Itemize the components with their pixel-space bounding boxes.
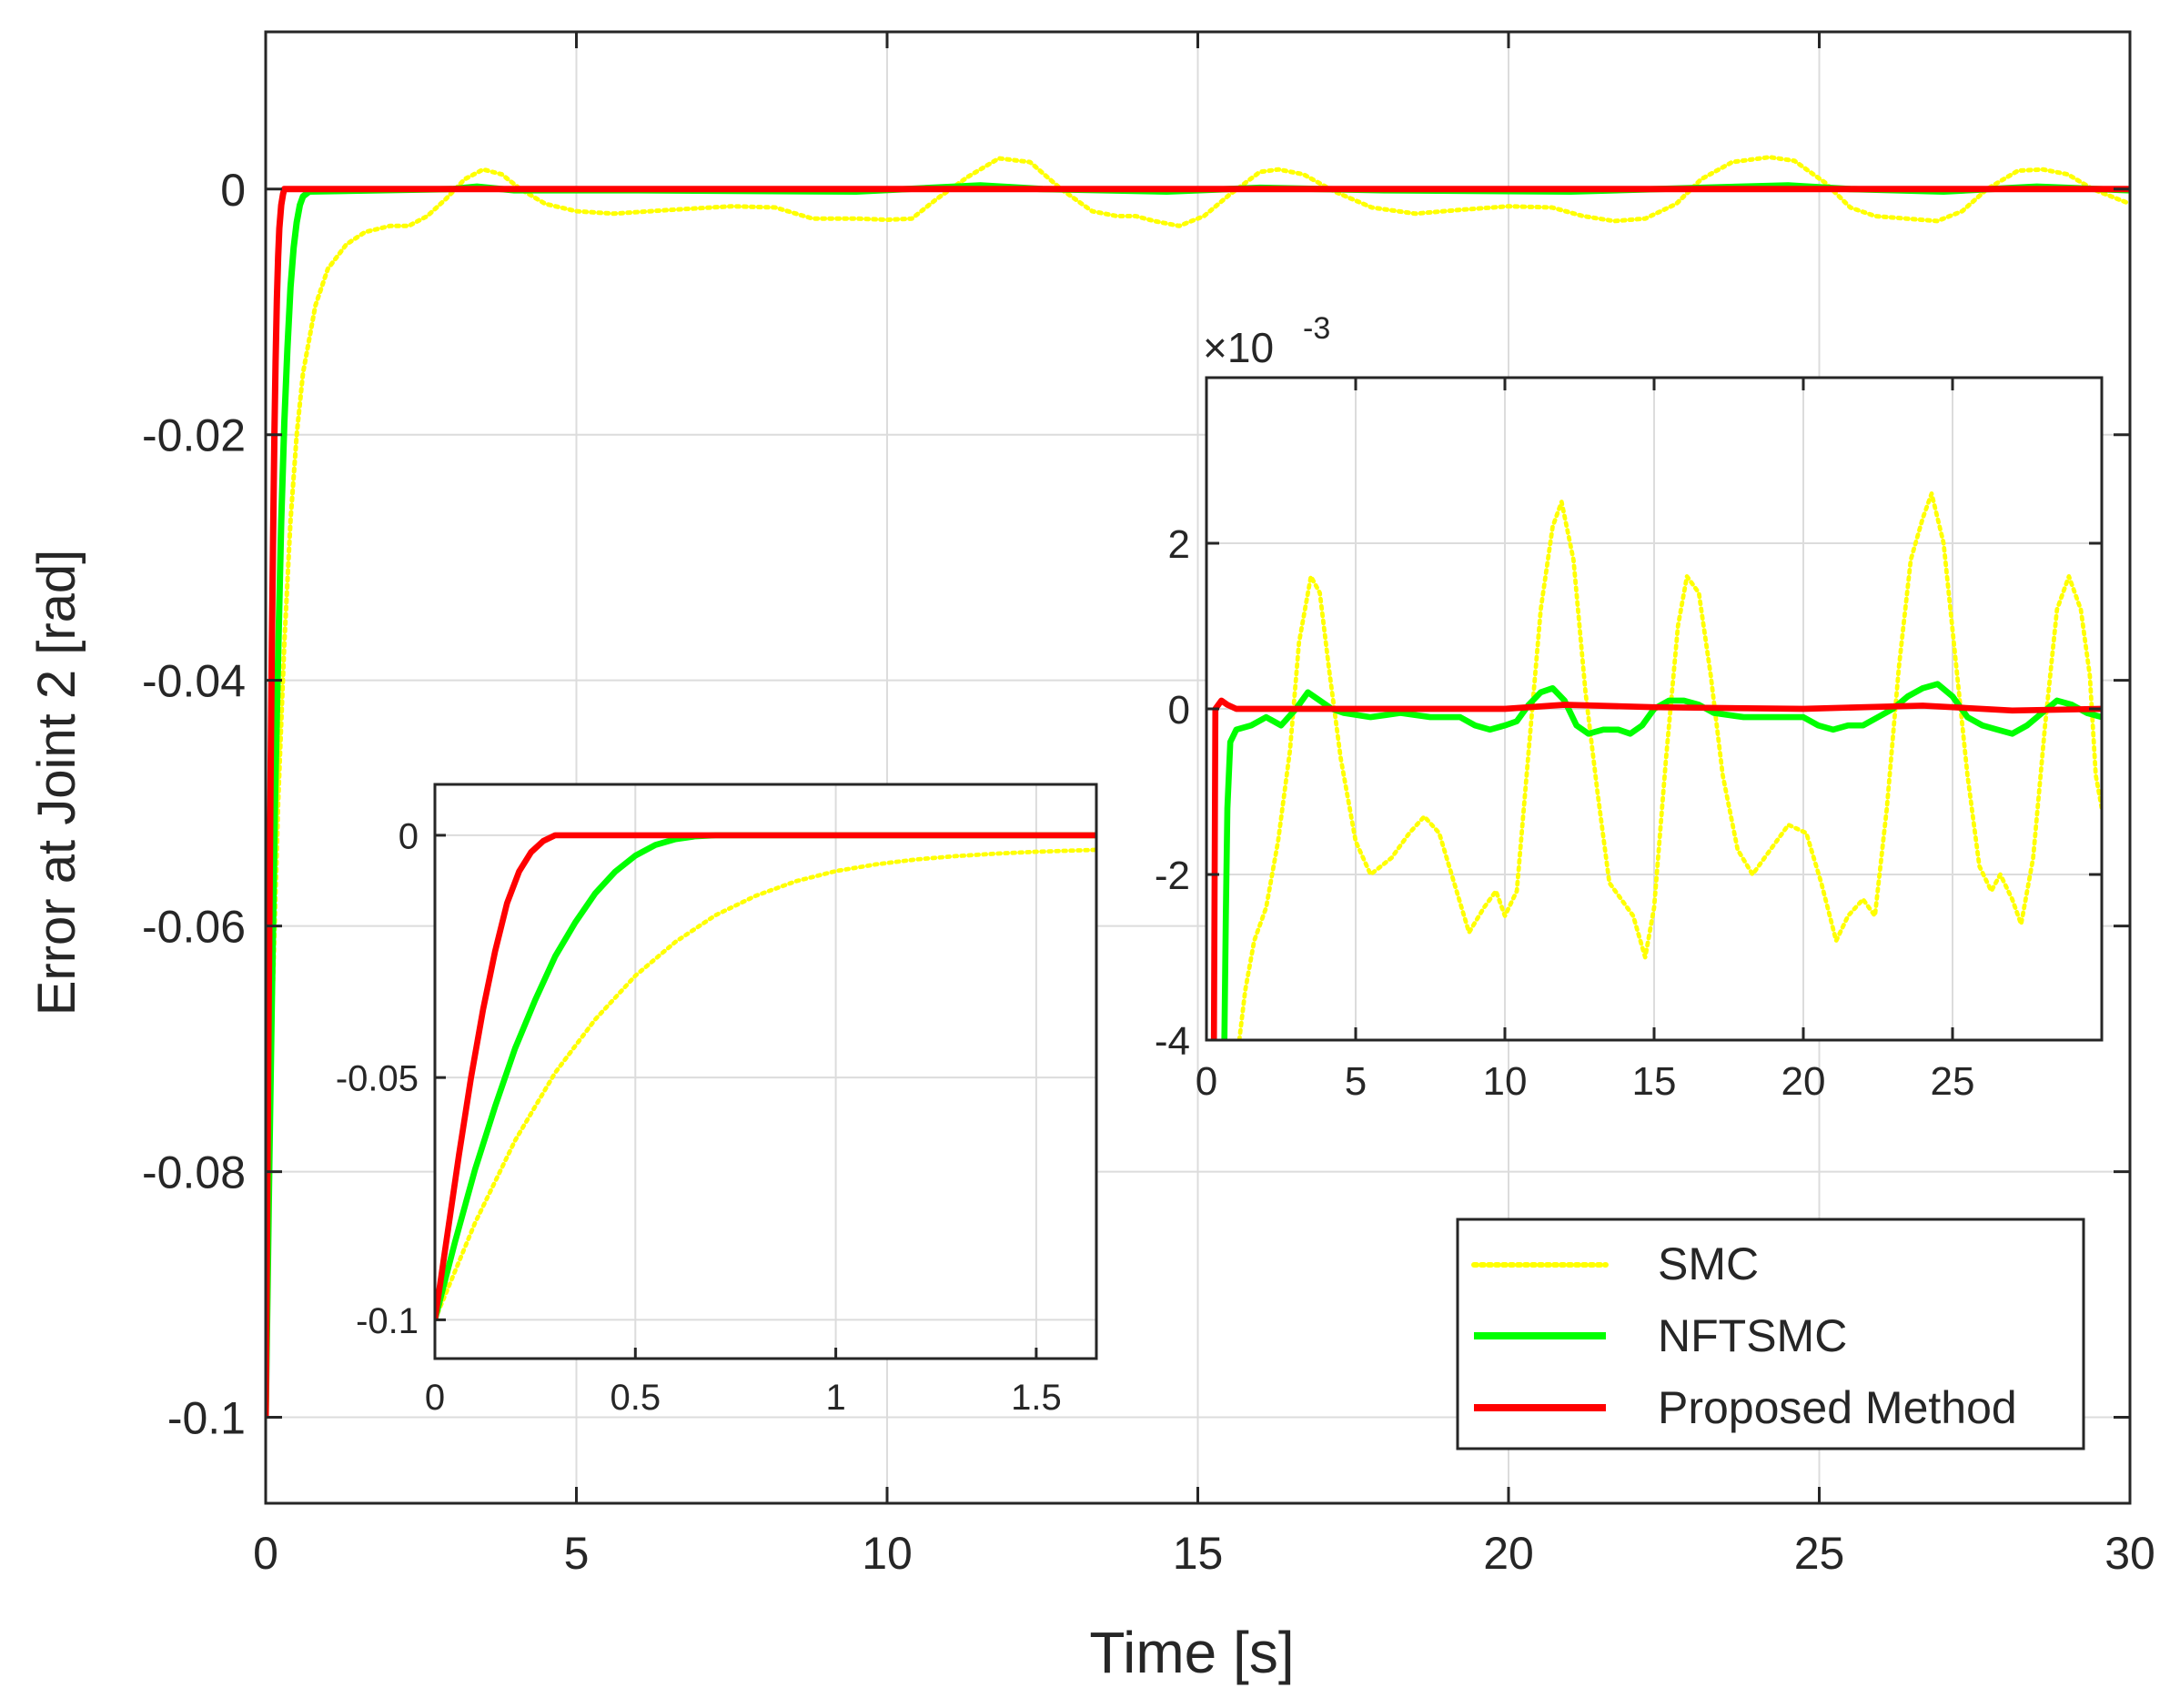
inset-zoom-ytick-label-0: -4	[1155, 1019, 1190, 1064]
main-xtick-label-2: 10	[862, 1528, 913, 1579]
inset-start-series-smc	[435, 847, 1096, 1322]
inset-start-xtick-label-3: 1.5	[1011, 1378, 1062, 1418]
inset-zoom-ytick-label-2: 0	[1168, 688, 1190, 733]
inset-start-xtick-label-0: 0	[425, 1378, 445, 1418]
legend-label-nftsmc: NFTSMC	[1658, 1310, 1847, 1361]
inset-start-ytick-label-2: 0	[399, 816, 419, 856]
inset-zoom-xtick-label-4: 20	[1781, 1059, 1826, 1104]
inset-zoom-xtick-label-1: 5	[1345, 1059, 1367, 1104]
main-series-proposed-method	[266, 186, 2130, 1418]
inset-zoom-axes: 0 5 10 15 20 25 -4 -2 0 2	[1155, 376, 2104, 1104]
main-ytick-label-0: -0.1	[167, 1393, 246, 1444]
inset-zoom-xtick-label-5: 25	[1931, 1059, 1975, 1104]
legend-label-smc: SMC	[1658, 1238, 1759, 1289]
main-xtick-label-4: 20	[1483, 1528, 1534, 1579]
main-xtick-label-0: 0	[253, 1528, 278, 1579]
x-axis-label: Time [s]	[1089, 1620, 1294, 1685]
scale-factor-base: ×10	[1203, 324, 1274, 371]
main-ytick-label-1: -0.08	[142, 1147, 246, 1198]
inset-zoom-xtick-label-2: 10	[1483, 1059, 1528, 1104]
inset-start-series-group	[435, 832, 1096, 1322]
main-series-group	[266, 155, 2130, 1420]
inset-zoom-ytick-label-3: 2	[1168, 522, 1190, 567]
inset-zoom-xtick-label-0: 0	[1196, 1059, 1217, 1104]
main-ytick-label-5: 0	[220, 165, 246, 216]
inset-zoom-series-nftsmc	[1221, 681, 2102, 1040]
legend: SMC NFTSMC Proposed Method	[1456, 1218, 2085, 1450]
inset-zoom-series-smc	[1236, 491, 2102, 1040]
inset-start-axes: 0 0.5 1 1.5 -0.1 -0.05 0	[336, 783, 1098, 1418]
legend-label-proposed: Proposed Method	[1658, 1382, 2017, 1433]
main-xtick-label-1: 5	[564, 1528, 590, 1579]
inset-zoom-ytick-label-1: -2	[1155, 854, 1190, 898]
y-axis-label: Error at Joint 2 [rad]	[27, 550, 86, 1016]
inset-start-plot-area	[435, 784, 1096, 1359]
main-ytick-label-2: -0.06	[142, 902, 246, 953]
inset-start-xtick-label-1: 0.5	[610, 1378, 661, 1418]
inset-start-xtick-label-2: 1	[825, 1378, 845, 1418]
main-xtick-label-5: 25	[1794, 1528, 1845, 1579]
inset-start-ytick-label-0: -0.1	[356, 1301, 419, 1341]
inset-start-ytick-label-1: -0.05	[336, 1059, 419, 1099]
main-ytick-label-4: -0.02	[142, 410, 246, 461]
main-xtick-label-3: 15	[1173, 1528, 1224, 1579]
inset-start-frame	[433, 783, 1098, 1360]
inset-zoom-xtick-label-3: 15	[1632, 1059, 1677, 1104]
scale-factor-exponent: -3	[1303, 311, 1330, 346]
inset-zoom-scale-factor: ×10 -3	[1203, 311, 1330, 371]
main-xtick-label-6: 30	[2104, 1528, 2155, 1579]
inset-start-series-proposed-method	[435, 832, 1096, 1320]
main-ytick-label-3: -0.04	[142, 656, 246, 707]
